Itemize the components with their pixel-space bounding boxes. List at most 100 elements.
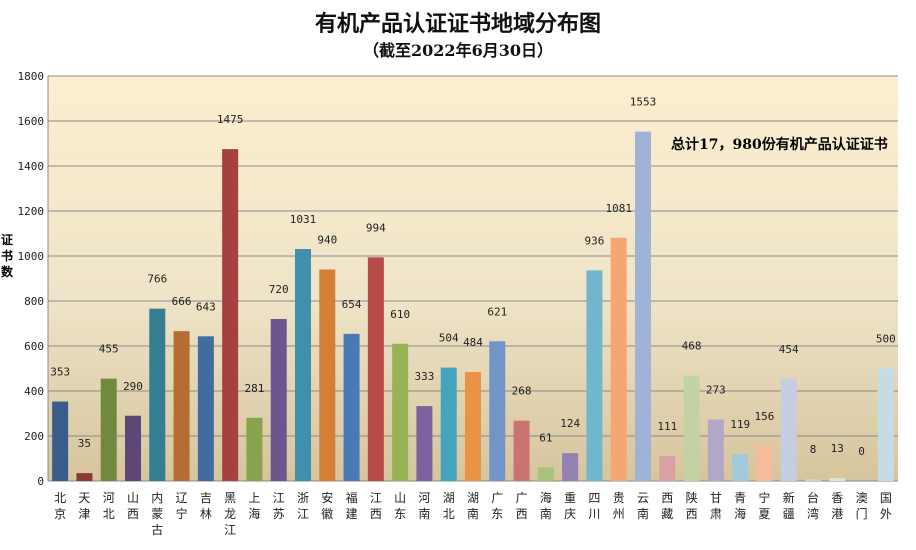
y-axis-label: 证书数 (1, 233, 14, 279)
bar (659, 456, 676, 481)
bar (780, 378, 797, 481)
data-label: 156 (754, 410, 774, 423)
bar (537, 467, 554, 481)
data-label: 124 (560, 417, 580, 430)
data-label: 654 (342, 298, 362, 311)
x-tick-label: 陕西 (686, 490, 698, 521)
y-tick-label: 0 (37, 475, 44, 488)
x-tick-label: 山西 (127, 491, 139, 521)
x-tick-label: 西藏 (661, 491, 673, 521)
bar (222, 149, 239, 481)
bar (100, 378, 117, 481)
data-label: 1081 (605, 202, 632, 215)
data-label: 455 (99, 343, 119, 356)
y-tick-label: 800 (24, 295, 44, 308)
x-tick-label: 安徽 (321, 490, 333, 521)
data-label: 273 (706, 384, 726, 397)
data-label: 454 (779, 343, 799, 356)
bar (392, 343, 409, 481)
x-tick-label: 江苏 (273, 491, 285, 521)
y-tick-label: 400 (24, 385, 44, 398)
bar (465, 372, 481, 481)
x-tick-label: 河南 (418, 491, 430, 521)
data-label: 468 (682, 340, 702, 353)
data-label: 1031 (290, 213, 317, 226)
data-label: 1475 (217, 113, 244, 126)
x-tick-label: 浙江 (297, 491, 309, 521)
x-tick-label: 山东 (394, 491, 406, 521)
x-tick-label: 四川 (588, 491, 600, 521)
bar (367, 257, 384, 481)
bar (76, 473, 93, 481)
data-label: 766 (147, 273, 167, 286)
data-label: 268 (512, 385, 532, 398)
y-tick-label: 1200 (18, 205, 45, 218)
data-label: 0 (858, 445, 865, 458)
data-label: 940 (317, 234, 337, 247)
x-tick-label: 海南 (540, 490, 552, 521)
bar (877, 368, 894, 481)
x-tick-label: 江西 (370, 491, 382, 521)
x-tick-label: 台湾 (807, 490, 819, 521)
data-label: 643 (196, 300, 216, 313)
bar (635, 131, 651, 481)
data-label: 621 (487, 305, 507, 318)
x-tick-label: 广西 (516, 491, 528, 521)
y-tick-label: 600 (24, 340, 44, 353)
x-tick-label: 澳门 (856, 491, 868, 521)
x-tick-label: 甘肃 (710, 491, 722, 521)
y-tick-label: 1800 (18, 70, 45, 83)
bar (440, 367, 457, 481)
x-tick-label: 广东 (491, 491, 503, 521)
x-tick-label: 内蒙古 (151, 491, 163, 537)
bar (489, 341, 506, 481)
x-tick-label: 北京 (54, 491, 66, 521)
data-label: 500 (876, 333, 896, 346)
bar (343, 333, 360, 481)
data-label: 484 (463, 336, 483, 349)
x-tick-label: 香港 (831, 491, 843, 521)
x-tick-label: 辽宁 (176, 491, 188, 521)
data-label: 720 (269, 283, 289, 296)
bar (756, 445, 773, 481)
bar (732, 454, 749, 481)
x-tick-label: 贵州 (613, 491, 625, 521)
bar (319, 269, 336, 481)
data-label: 333 (414, 370, 434, 383)
data-label: 35 (78, 437, 91, 450)
bar (707, 419, 724, 481)
chart-subtitle: （截至2022年6月30日） (363, 41, 553, 60)
data-label: 610 (390, 308, 410, 321)
x-tick-label: 重庆 (564, 491, 576, 521)
x-tick-label: 吉林 (200, 491, 212, 521)
x-tick-label: 湖南 (467, 490, 479, 521)
bar (173, 331, 190, 481)
bar (197, 336, 214, 481)
y-tick-label: 1000 (18, 250, 45, 263)
data-label: 13 (831, 442, 844, 455)
bar (416, 406, 433, 481)
data-label: 666 (172, 295, 192, 308)
bar (586, 270, 603, 481)
bar (683, 375, 700, 481)
bar (246, 417, 263, 481)
data-label: 994 (366, 221, 386, 234)
bar (805, 479, 821, 481)
total-annotation: 总计17，980份有机产品认证证书 (671, 137, 888, 153)
data-label: 119 (730, 418, 750, 431)
x-tick-label: 福建 (346, 490, 358, 521)
x-tick-label: 云南 (637, 491, 649, 521)
data-label: 504 (439, 332, 459, 345)
data-label: 111 (657, 420, 677, 433)
bar (829, 478, 846, 481)
y-tick-label: 1600 (18, 115, 45, 128)
bar (125, 415, 141, 481)
bar (270, 319, 287, 481)
x-tick-label: 上海 (248, 491, 260, 521)
data-label: 281 (244, 382, 264, 395)
x-tick-label: 河北 (103, 491, 115, 521)
data-label: 290 (123, 380, 143, 393)
bar (562, 453, 579, 481)
x-tick-label: 黑龙江 (224, 491, 236, 537)
